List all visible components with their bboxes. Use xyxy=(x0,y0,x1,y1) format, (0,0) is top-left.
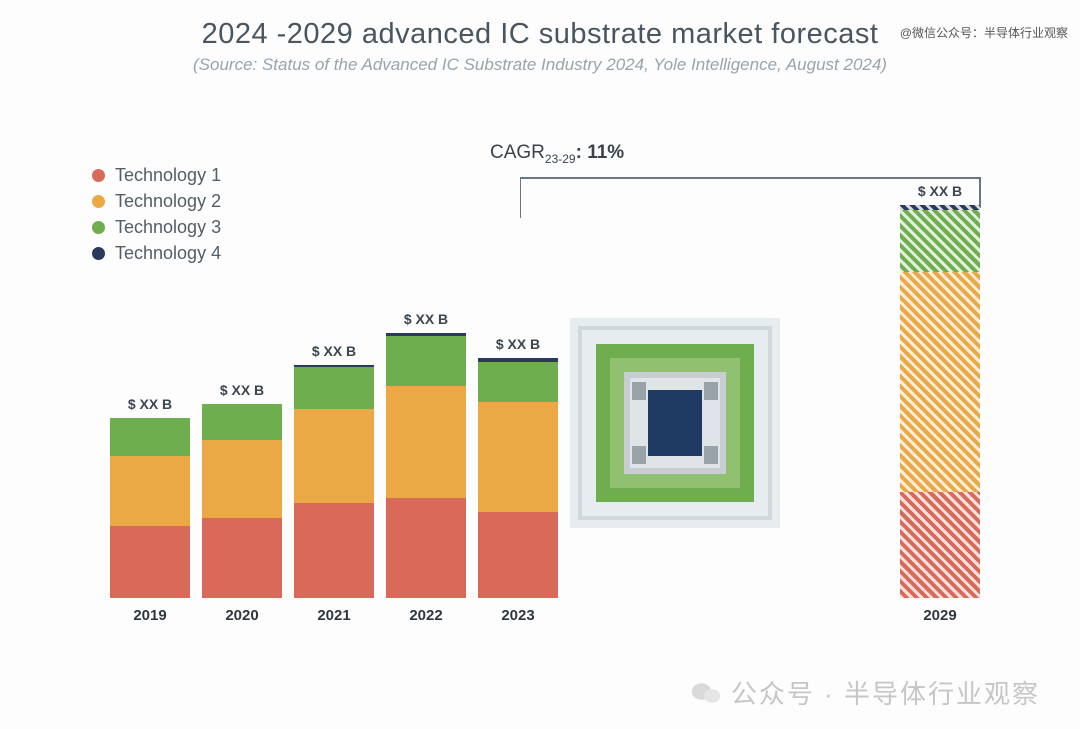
bar-value-label: $ XX B xyxy=(404,311,448,327)
watermark-top: @微信公众号：半导体行业观察 xyxy=(900,24,1068,41)
wechat-icon xyxy=(691,680,721,706)
bar-column: $ XX B2020 xyxy=(202,382,282,598)
bar-segment-tech3 xyxy=(478,362,558,402)
bar-value-label: $ XX B xyxy=(312,343,356,359)
chart-subtitle: (Source: Status of the Advanced IC Subst… xyxy=(0,55,1080,75)
bar-segment-tech1 xyxy=(900,492,980,598)
cagr-label: CAGR23-29: 11% xyxy=(490,142,624,166)
bar-stack xyxy=(900,205,980,598)
bar-x-label: 2023 xyxy=(478,607,558,624)
bar-segment-tech3 xyxy=(110,418,190,456)
legend-item-tech1: Technology 1 xyxy=(92,162,221,188)
bar-value-label: $ XX B xyxy=(496,336,540,352)
legend-dot-icon xyxy=(92,195,105,208)
watermark-bottom-text: 公众号 · 半导体行业观察 xyxy=(731,674,1040,711)
bar-segment-tech2 xyxy=(110,456,190,526)
bar-stack xyxy=(294,365,374,598)
bar-segment-tech1 xyxy=(202,518,282,598)
bar-segment-tech1 xyxy=(478,512,558,598)
bar-segment-tech3 xyxy=(900,210,980,272)
bar-segment-tech3 xyxy=(202,404,282,440)
legend-dot-icon xyxy=(92,169,105,182)
bar-stack xyxy=(478,358,558,598)
bar-column: $ XX B2019 xyxy=(110,396,190,598)
bar-column: $ XX B2022 xyxy=(386,311,466,598)
bar-x-label: 2021 xyxy=(294,607,374,624)
bar-segment-tech2 xyxy=(386,386,466,498)
bar-value-label: $ XX B xyxy=(220,382,264,398)
bar-segment-tech2 xyxy=(294,409,374,503)
bar-column: $ XX B2023 xyxy=(478,336,558,598)
bar-segment-tech2 xyxy=(202,440,282,518)
legend-label: Technology 1 xyxy=(115,162,221,188)
bar-x-label: 2020 xyxy=(202,607,282,624)
bar-segment-tech3 xyxy=(386,336,466,386)
legend-dot-icon xyxy=(92,247,105,260)
bar-segment-tech4 xyxy=(900,205,980,210)
bar-stack xyxy=(110,418,190,598)
cagr-prefix: CAGR xyxy=(490,142,545,163)
bar-segment-tech1 xyxy=(386,498,466,598)
bar-stack xyxy=(386,333,466,598)
cagr-value: : 11% xyxy=(576,142,625,163)
chart-area: $ XX B2019$ XX B2020$ XX B2021$ XX B2022… xyxy=(110,198,980,628)
bar-stack xyxy=(202,404,282,598)
bar-x-label: 2019 xyxy=(110,607,190,624)
bar-x-label: 2029 xyxy=(900,607,980,624)
cagr-subscript: 23-29 xyxy=(545,152,576,166)
bar-segment-tech1 xyxy=(110,526,190,598)
bar-column: $ XX B2021 xyxy=(294,343,374,598)
bars-container: $ XX B2019$ XX B2020$ XX B2021$ XX B2022… xyxy=(110,198,980,598)
bar-value-label: $ XX B xyxy=(128,396,172,412)
bar-x-label: 2022 xyxy=(386,607,466,624)
bar-segment-tech2 xyxy=(900,272,980,492)
watermark-bottom: 公众号 · 半导体行业观察 xyxy=(691,674,1040,711)
bar-segment-tech2 xyxy=(478,402,558,512)
bar-column: $ XX B2029 xyxy=(900,183,980,598)
legend-dot-icon xyxy=(92,221,105,234)
bar-segment-tech3 xyxy=(294,367,374,409)
chip-illustration xyxy=(570,318,780,528)
bar-segment-tech1 xyxy=(294,503,374,598)
bar-value-label: $ XX B xyxy=(918,183,962,199)
